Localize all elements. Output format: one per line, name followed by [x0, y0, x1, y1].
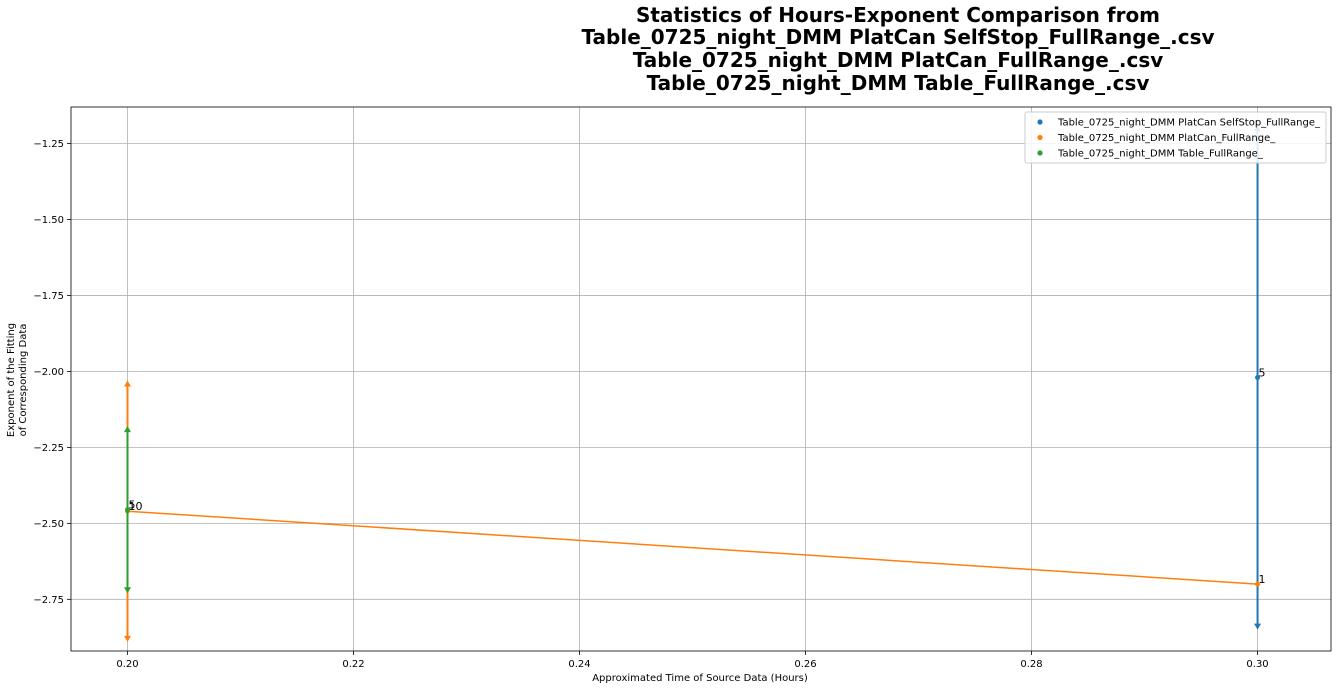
point-count-label: 1: [1259, 573, 1266, 586]
x-axis-label: Approximated Time of Source Data (Hours): [592, 673, 808, 684]
legend-entry-label: Table_0725_night_DMM PlatCan SelfStop_Fu…: [1057, 118, 1321, 129]
legend: Table_0725_night_DMM PlatCan SelfStop_Fu…: [1024, 111, 1327, 164]
chart-title-line-2: Table_0725_night_DMM PlatCan SelfStop_Fu…: [581, 25, 1214, 49]
error-bar-cap-high: [124, 426, 132, 433]
error-bar-cap-high: [124, 380, 132, 387]
legend-entry-label: Table_0725_night_DMM Table_FullRange_: [1057, 149, 1264, 160]
legend-box: [1024, 111, 1327, 164]
x-tick-label: 0.22: [342, 659, 364, 670]
y-tick-label: −1.75: [33, 291, 64, 302]
y-tick-label: −2.25: [33, 443, 64, 454]
data-point: [1255, 581, 1261, 587]
chart-title-line-4: Table_0725_night_DMM Table_FullRange_.cs…: [647, 71, 1150, 95]
error-bar-cap-low: [1254, 623, 1262, 630]
error-bar-cap-low: [124, 635, 132, 642]
chart-title-line-1: Statistics of Hours-Exponent Comparison …: [636, 3, 1160, 27]
y-tick-label: −2.00: [33, 367, 64, 378]
chart-title: Statistics of Hours-Exponent Comparison …: [581, 3, 1214, 95]
x-axis-ticks: 0.20 0.22 0.24 0.26 0.28 0.30: [116, 651, 1269, 670]
x-tick-label: 0.26: [794, 659, 816, 670]
x-tick-label: 0.28: [1020, 659, 1042, 670]
grid-lines: [71, 107, 1331, 651]
y-tick-label: −2.75: [33, 595, 64, 606]
series-3: 5: [124, 426, 136, 594]
plot-area-frame: [70, 106, 1332, 652]
data-point: [125, 507, 131, 513]
legend-marker: [1037, 119, 1043, 125]
y-tick-label: −2.50: [33, 519, 64, 530]
chart-title-line-3: Table_0725_night_DMM PlatCan_FullRange_.…: [633, 48, 1164, 72]
y-axis-ticks: −1.25 −1.50 −1.75 −2.00 −2.25 −2.50 −2.75: [33, 139, 71, 606]
y-axis-label-line-2: of Corresponding Data: [18, 324, 29, 437]
plot-border: [70, 106, 1332, 652]
y-axis-label: Exponent of the Fitting of Corresponding…: [6, 323, 29, 437]
point-count-label: 5: [129, 499, 136, 512]
data-point: [1255, 374, 1261, 380]
legend-entry-label: Table_0725_night_DMM PlatCan_FullRange_: [1057, 133, 1276, 144]
y-axis-label-line-1: Exponent of the Fitting: [6, 323, 17, 437]
point-count-label: 5: [1259, 366, 1266, 379]
series-2: 10 1: [124, 380, 1266, 642]
series-1: 5: [1254, 125, 1266, 630]
x-tick-label: 0.24: [568, 659, 590, 670]
y-tick-label: −1.25: [33, 139, 64, 150]
legend-marker: [1037, 134, 1043, 141]
point-count-label: 10: [129, 500, 143, 513]
legend-marker: [1037, 150, 1043, 156]
series-line: [127, 510, 1258, 585]
y-tick-label: −1.50: [33, 215, 64, 226]
error-bar-cap-low: [124, 587, 132, 594]
x-tick-label: 0.20: [116, 659, 138, 670]
x-tick-label: 0.30: [1246, 659, 1268, 670]
